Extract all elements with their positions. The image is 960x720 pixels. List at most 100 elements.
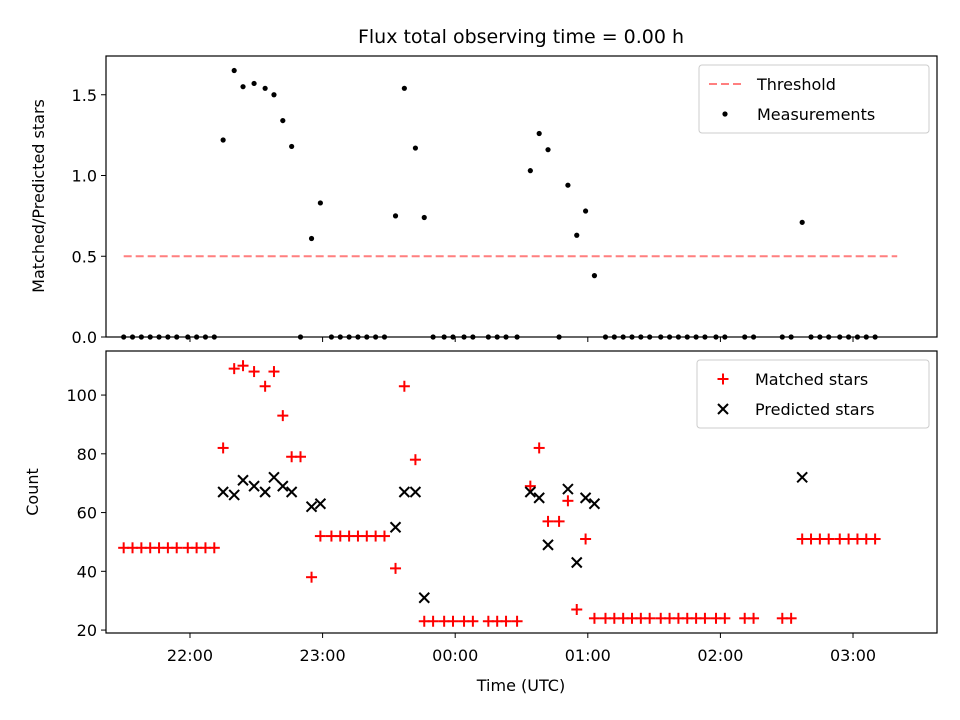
measurement-point: [574, 232, 580, 238]
measurement-point: [308, 235, 315, 242]
predicted-star-marker-b: [259, 486, 271, 498]
predicted-star-marker-b: [268, 471, 280, 484]
predicted-star-marker-b: [277, 480, 289, 492]
measurement-point: [262, 85, 268, 91]
matched-star-marker: [259, 380, 271, 392]
legend-label: Measurements: [757, 105, 875, 124]
y-tick-label: 20: [77, 621, 97, 640]
predicted-star-marker-b: [562, 483, 574, 495]
predicted-star-marker: [796, 471, 808, 484]
ratio-y-axis-title: Matched/Predicted stars: [29, 99, 48, 293]
matched-star-marker: [823, 533, 835, 545]
measurement-point: [271, 92, 277, 98]
predicted-star-marker: [248, 480, 260, 492]
measurement-point: [527, 168, 533, 174]
predicted-star-marker-b: [305, 500, 318, 513]
y-tick-label: 1.5: [72, 86, 97, 105]
measurement-point: [231, 67, 237, 74]
predicted-star-marker: [524, 486, 537, 498]
count-marks: [118, 360, 881, 627]
predicted-star-marker: [562, 483, 574, 495]
matched-star-marker: [719, 612, 731, 624]
matched-star-marker: [306, 571, 318, 583]
measurement-point: [545, 147, 551, 153]
matched-star-marker: [409, 454, 421, 466]
y-tick-label: 0.0: [72, 328, 97, 347]
predicted-star-marker-b: [579, 492, 592, 504]
predicted-star-marker-b: [314, 498, 327, 510]
measurement-point: [582, 208, 589, 214]
x-tick-label: 22:00: [167, 646, 213, 665]
matched-star-marker: [217, 442, 229, 454]
predicted-star-marker: [542, 539, 554, 551]
ratio-legend: Threshold Measurements: [698, 64, 930, 134]
matched-star-marker: [524, 480, 536, 492]
count-plot-frame: [105, 350, 938, 634]
predicted-star-marker-b: [418, 592, 430, 604]
predicted-star-marker: [579, 492, 592, 504]
x-axis-title: Time (UTC): [476, 676, 565, 695]
predicted-star-marker: [259, 486, 271, 498]
legend-label: Matched stars: [755, 370, 868, 389]
predicted-star-marker: [533, 492, 545, 504]
matched-star-marker: [562, 495, 574, 507]
measurement-point: [799, 219, 805, 225]
ratio-plot-frame: [105, 55, 938, 338]
y-tick-label: 100: [66, 386, 97, 405]
matched-star-marker: [542, 515, 554, 527]
predicted-star-marker: [285, 486, 298, 498]
predicted-star-marker-b: [542, 539, 554, 551]
legend-box: [698, 64, 930, 134]
predicted-star-marker: [237, 474, 249, 486]
matched-star-marker: [268, 366, 280, 378]
y-tick-label: 80: [77, 445, 97, 464]
matched-star-marker: [533, 442, 545, 454]
predicted-star-marker: [268, 471, 280, 484]
measurement-point: [240, 84, 246, 90]
legend-predicted-swatch: [717, 403, 729, 415]
predicted-star-marker-b: [228, 489, 240, 501]
legend-label: Threshold: [756, 75, 836, 94]
predicted-star-marker-b: [248, 480, 260, 492]
matched-star-marker: [571, 604, 583, 615]
predicted-star-marker-b: [588, 498, 601, 510]
measurement-point: [565, 182, 571, 188]
count-legend: Matched stars Predicted stars: [696, 359, 930, 429]
predicted-star-marker-b: [217, 486, 229, 498]
measurement-point: [421, 214, 427, 221]
predicted-star-marker-b: [796, 471, 808, 484]
matched-star-marker: [699, 612, 711, 624]
measurement-point: [289, 143, 295, 150]
measurement-point: [220, 137, 226, 143]
measurement-point: [280, 117, 286, 124]
predicted-star-marker: [277, 480, 289, 492]
matched-star-marker: [447, 615, 459, 627]
predicted-star-marker: [398, 486, 411, 498]
matched-star-marker: [511, 615, 523, 627]
measurement-point: [536, 130, 542, 137]
matched-star-marker: [237, 360, 249, 372]
matched-star-marker: [228, 363, 240, 375]
ratio-marks: [121, 67, 898, 340]
matched-star-marker: [314, 530, 326, 542]
legend-matched-swatch: [717, 373, 729, 385]
predicted-star-marker: [418, 592, 430, 604]
measurement-point: [392, 213, 399, 219]
matched-star-marker: [390, 562, 402, 574]
legend-box: [696, 359, 930, 429]
figure-title: Flux total observing time = 0.00 h: [358, 26, 684, 48]
predicted-star-marker-b: [285, 486, 298, 498]
x-tick-label: 03:00: [830, 646, 876, 665]
matched-star-marker: [553, 515, 565, 527]
matched-star-marker: [398, 380, 410, 392]
matched-star-marker: [748, 612, 760, 624]
matched-star-marker: [467, 615, 479, 627]
measurement-point: [401, 85, 407, 91]
matched-star-marker: [378, 530, 390, 542]
matched-star-marker: [294, 451, 306, 463]
y-tick-label: 60: [77, 504, 97, 523]
legend-measurement-swatch: [722, 111, 728, 117]
count-panel: 20 40 60 80 100 22:00 23:00 00:00 01:00 02:00 03:0…: [23, 350, 938, 695]
predicted-star-marker: [588, 498, 601, 510]
